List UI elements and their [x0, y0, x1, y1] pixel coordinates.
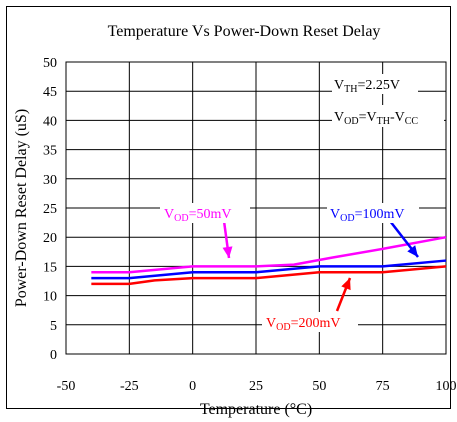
annotation-bg-200 [262, 312, 358, 332]
annotation-bg-100 [327, 203, 419, 223]
x-tick-label: 0 [189, 379, 196, 394]
annotation-100mv: VOD=100mV [330, 207, 404, 224]
x-tick-label: -50 [57, 379, 76, 394]
tick-labels: -50 -25 0 25 50 75 100 0 5 10 15 20 25 30 35 40 45 50 [43, 56, 457, 394]
arrow-50mv-head [222, 246, 233, 258]
annotation-arrows [222, 220, 419, 312]
y-tick-label: 20 [43, 231, 57, 246]
y-tick-label: 40 [43, 114, 57, 129]
annotation-bg-50 [160, 203, 250, 223]
series-line [91, 259, 447, 280]
y-tick-label: 15 [43, 260, 57, 275]
chart-title: Temperature Vs Power-Down Reset Delay [108, 23, 381, 40]
y-tick-label: 50 [43, 56, 57, 71]
condition-bg-2 [332, 105, 444, 127]
series-line [91, 265, 447, 286]
y-tick-label: 5 [50, 319, 57, 334]
condition-vod: VOD=VTH-VCC [334, 110, 418, 127]
x-tick-label: 75 [376, 379, 390, 394]
series-layer [91, 235, 447, 286]
y-tick-label: 0 [50, 348, 57, 363]
y-axis-label: Power-Down Reset Delay (uS) [13, 109, 30, 307]
y-tick-label: 45 [43, 85, 57, 100]
x-tick-label: 50 [312, 379, 326, 394]
outer-frame [6, 6, 451, 409]
annotation-text-layer: VTH=2.25V VOD=VTH-VCC VOD=50mV VOD=100mV VOD… [164, 78, 418, 333]
y-tick-label: 35 [43, 144, 57, 159]
annotation-200mv: VOD=200mV [266, 316, 340, 333]
arrow-200mv-head [341, 278, 351, 291]
x-tick-label: 100 [436, 379, 457, 394]
series-line [91, 235, 447, 274]
y-tick-label: 30 [43, 173, 57, 188]
y-tick-label: 25 [43, 202, 57, 217]
arrow-100mv-head [407, 245, 418, 257]
x-axis-label: Temperature (°C) [200, 401, 312, 418]
condition-bg-1 [332, 74, 418, 94]
x-tick-label: 25 [249, 379, 263, 394]
condition-vth: VTH=2.25V [334, 78, 400, 95]
y-tick-label: 10 [43, 290, 57, 305]
annotation-50mv: VOD=50mV [164, 207, 231, 224]
x-tick-label: -25 [120, 379, 139, 394]
